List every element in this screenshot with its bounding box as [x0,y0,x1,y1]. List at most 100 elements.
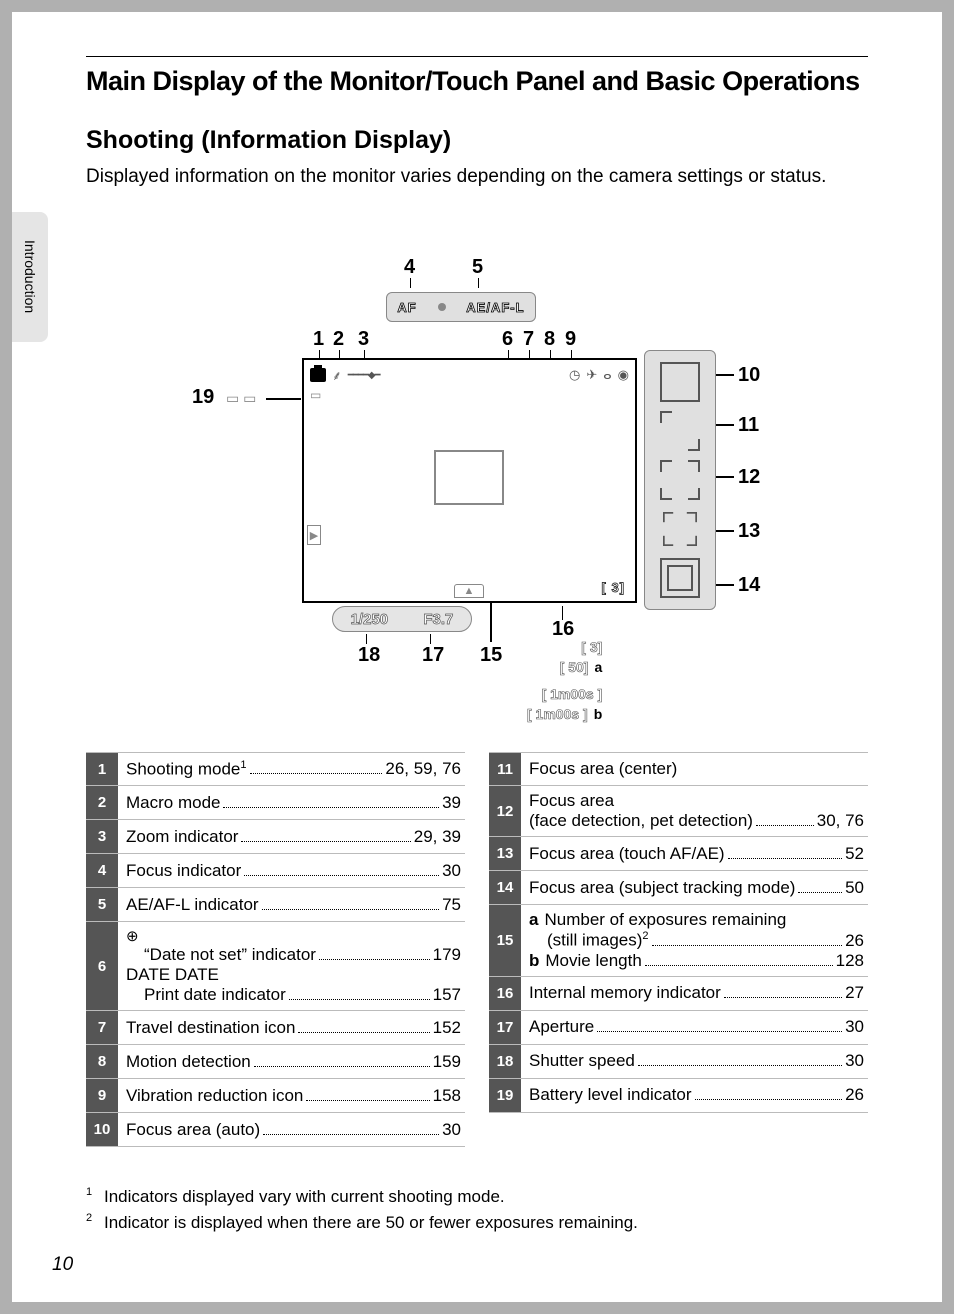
row-page: 159 [433,1052,461,1072]
table-row: 3Zoom indicator29, 39 [86,820,465,854]
row-body: aNumber of exposures remaining(still ima… [521,905,868,976]
row-label: Focus indicator [126,861,241,881]
macro-icon: ⸙ [332,366,342,384]
row-page: 30 [442,861,461,881]
reference-col-left: 1Shooting mode126, 59, 762Macro mode393Z… [86,752,465,1147]
callout-19: 19 [192,386,214,409]
aeafl-label: AE/AF-L [466,300,524,315]
vr-icon: ◉ [618,367,629,383]
table-row: 18Shutter speed30 [489,1045,868,1079]
camera-icon [310,368,326,382]
reference-col-right: 11 Focus area (center) 12Focus area(face d… [489,752,868,1147]
row-body: Vibration reduction icon 158 [118,1079,465,1112]
row-body: Focus area (auto) 30 [118,1113,465,1146]
row-label: Focus area (center) [529,759,677,779]
table-row: 16Internal memory indicator27 [489,977,868,1011]
callout-7: 7 [523,328,534,351]
row-label: (still images)2 [547,930,649,951]
clock-icon: ◷ [569,367,580,383]
row-number: 18 [489,1045,521,1078]
up-arrow-icon: ▲ [454,584,484,598]
callout-12: 12 [738,466,760,489]
remaining-readouts: [ 3] [ 50]a [ 1m00s ] [ 1m00s ]b [527,638,602,724]
callout-18: 18 [358,644,380,667]
row-body: Focus area (subject tracking mode)50 [521,871,868,904]
table-row: 7Travel destination icon152 [86,1011,465,1045]
row-label: bMovie length [529,951,642,971]
row-body: Focus area (center) [521,753,868,785]
row-body: Battery level indicator 26 [521,1079,868,1112]
callout-15: 15 [480,644,502,667]
row-page: 30, 76 [817,811,864,831]
row-label: Vibration reduction icon [126,1086,303,1106]
row-label: Shutter speed [529,1051,635,1071]
plane-icon: ✈ [586,367,597,383]
row-label: Focus area (auto) [126,1120,260,1140]
row-number: 11 [489,753,521,785]
row-body: Internal memory indicator27 [521,977,868,1010]
table-row: 13Focus area (touch AF/AE)52 [489,837,868,871]
row-page: 26 [845,1085,864,1105]
row-number: 8 [86,1045,118,1078]
aperture-value: F3.7 [423,611,453,628]
table-row: 17Aperture30 [489,1011,868,1045]
row-page: 30 [442,1120,461,1140]
table-row: 8 Motion detection 159 [86,1045,465,1079]
row-body: AE/AF-L indicator 75 [118,888,465,921]
callout-1: 1 [313,328,324,351]
row-page: 39 [442,793,461,813]
row-label: “Date not set” indicator [144,945,316,965]
row-label: Travel destination icon [126,1018,295,1038]
row-number: 2 [86,786,118,819]
row-body: Zoom indicator29, 39 [118,820,465,853]
row-page: 158 [433,1086,461,1106]
table-row: 4Focus indicator30 [86,854,465,888]
callout-4: 4 [404,256,415,279]
row-number: 9 [86,1079,118,1112]
row-label: aNumber of exposures remaining [529,910,786,930]
af-label: AF [397,300,416,315]
row-number: 12 [489,786,521,836]
table-row: 10 Focus area (auto) 30 [86,1113,465,1147]
row-number: 10 [86,1113,118,1146]
row-number: 19 [489,1079,521,1112]
table-row: 9 Vibration reduction icon 158 [86,1079,465,1113]
footnotes: 1Indicators displayed vary with current … [86,1184,868,1235]
row-page: 152 [433,1018,461,1038]
row-number: 6 [86,922,118,1010]
callout-8: 8 [544,328,555,351]
row-page: 75 [442,895,461,915]
row-number: 17 [489,1011,521,1044]
callout-3: 3 [358,328,369,351]
shutter-speed-value: 1/250 [351,611,389,628]
af-tracking-icon [660,558,700,598]
row-number: 15 [489,905,521,976]
row-number: 14 [489,871,521,904]
row-number: 16 [489,977,521,1010]
side-arrow-icon: ▶ [307,525,321,545]
table-row: 19 Battery level indicator 26 [489,1079,868,1113]
row-label: Battery level indicator [529,1085,692,1105]
row-label: Shooting mode1 [126,759,247,780]
secondary-icons: ▭ [310,388,321,402]
row-body: Motion detection 159 [118,1045,465,1078]
row-label: AE/AF-L indicator [126,895,259,915]
table-row: 5AE/AF-L indicator75 [86,888,465,922]
af-auto-icon [660,362,700,402]
row-label: Motion detection [126,1052,251,1072]
chapter-tab: Introduction [12,212,48,342]
row-body: Focus area(face detection, pet detection… [521,786,868,836]
page-title: Main Display of the Monitor/Touch Panel … [86,66,868,97]
row-body: Shooting mode1 26, 59, 76 [118,753,465,785]
callout-13: 13 [738,520,760,543]
row-page: 30 [845,1017,864,1037]
row-body: Focus indicator 30 [118,854,465,887]
row-body: Focus area (touch AF/AE)52 [521,837,868,870]
row-page: 52 [845,844,864,864]
row-page: 50 [845,878,864,898]
row-body: ⊕“Date not set” indicator179DATE DATEPri… [118,922,465,1010]
row-page: 29, 39 [414,827,461,847]
row-page: 26, 59, 76 [385,759,461,779]
table-row: 15aNumber of exposures remaining(still i… [489,905,868,977]
row-body: Shutter speed30 [521,1045,868,1078]
